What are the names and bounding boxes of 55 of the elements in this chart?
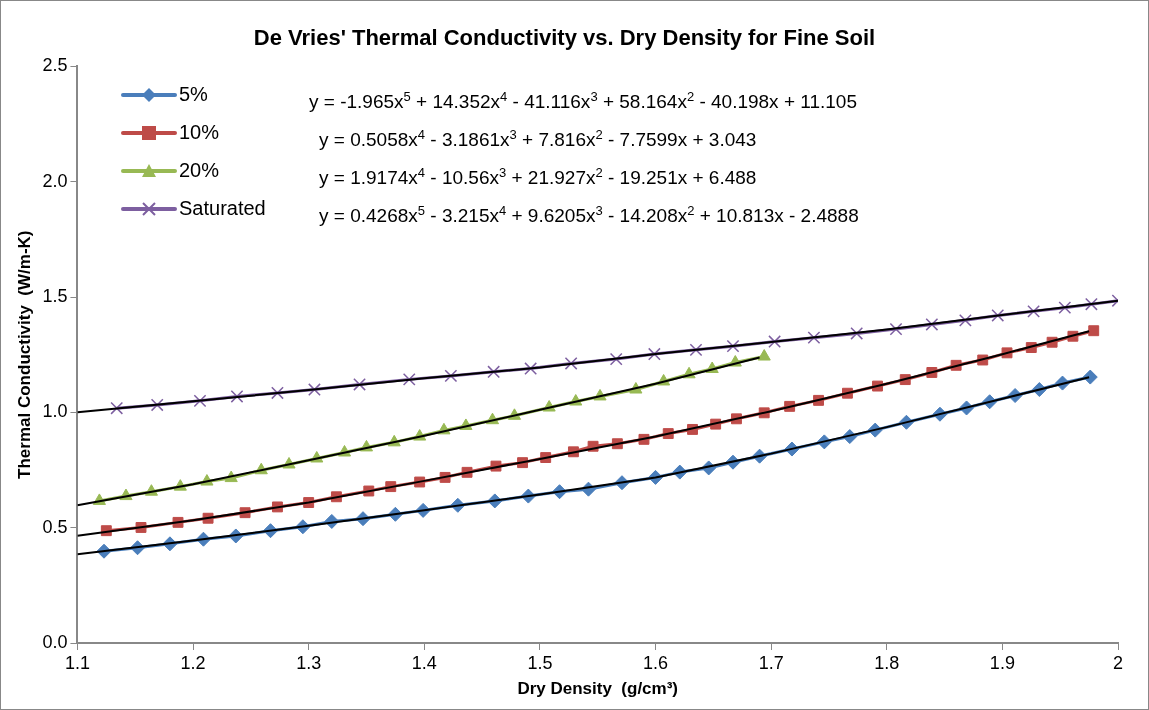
point xyxy=(402,372,416,386)
point xyxy=(925,318,939,331)
point xyxy=(768,335,782,348)
point xyxy=(850,327,864,340)
x-tick-label: 1.9 xyxy=(989,652,1015,673)
point xyxy=(444,369,458,383)
point xyxy=(110,401,124,415)
y-axis-title: Thermal Conductivity (W/m-K) xyxy=(14,230,34,479)
point xyxy=(609,352,623,366)
chart-title: De Vries' Thermal Conductivity vs. Dry Density for Fine Soil xyxy=(253,25,876,51)
point xyxy=(308,383,321,396)
legend-label: Saturated xyxy=(179,197,266,220)
point xyxy=(353,378,366,391)
legend-label: 20% xyxy=(179,159,220,182)
y-tick-label: 1.5 xyxy=(42,286,68,307)
x-tick-label: 2 xyxy=(1112,652,1124,673)
point xyxy=(487,365,501,379)
point xyxy=(524,362,538,375)
text: y = -1.965x$^{5}$ + 14.352x$^{4}$ - 41.116x$^{3}$ + 58.164x$^{2}$ - 40.198x + 11.105 xyxy=(309,89,857,113)
x-axis-title: Dry Density (g/cm³) xyxy=(517,679,679,699)
point xyxy=(991,309,1005,322)
annotation: y = 0.5058x$^{4}$ - 3.1861x$^{3}$ + 7.816x$^{2}$ - 7.7599x + 3.043 xyxy=(319,127,757,152)
y-tick-label: 1.0 xyxy=(42,401,68,422)
x-tick-label: 1.5 xyxy=(527,652,553,673)
x-tick-label: 1.8 xyxy=(874,652,900,673)
point xyxy=(230,390,244,403)
point xyxy=(689,343,703,357)
point xyxy=(193,394,207,408)
point xyxy=(958,313,972,327)
x-tick-label: 1.7 xyxy=(758,652,784,673)
point xyxy=(1058,301,1072,315)
y-tick-label: 0.0 xyxy=(42,631,68,652)
legend-label: 5% xyxy=(179,83,208,106)
point xyxy=(271,386,284,400)
point xyxy=(807,331,821,345)
point xyxy=(889,322,903,336)
x-tick-label: 1.4 xyxy=(411,652,437,673)
point xyxy=(1088,325,1100,337)
legend-label: 10% xyxy=(179,121,220,144)
annotation: y = 1.9174x$^{4}$ - 10.56x$^{3}$ + 21.927x$^{2}$ - 19.251x + 6.488 xyxy=(319,165,757,190)
point xyxy=(564,357,578,370)
x-tick-label: 1.2 xyxy=(180,652,206,673)
y-tick-label: 2.5 xyxy=(42,55,68,76)
x-tick-label: 1.6 xyxy=(643,652,669,673)
y-tick-label: 0.5 xyxy=(42,516,68,537)
point xyxy=(1027,304,1040,318)
x-tick-label: 1.3 xyxy=(296,652,322,673)
x-tick-label: 1.1 xyxy=(64,652,90,673)
y-tick-label: 2.0 xyxy=(42,170,68,191)
point xyxy=(726,339,740,353)
text: y = 0.4268x$^{5}$ - 3.215x$^{4}$ + 9.6205x$^{3}$ - 14.208x$^{2}$ + 10.813x - 2.4888 xyxy=(319,203,859,227)
point xyxy=(647,347,661,361)
point xyxy=(757,349,771,361)
point xyxy=(150,398,164,412)
point xyxy=(1085,297,1098,311)
